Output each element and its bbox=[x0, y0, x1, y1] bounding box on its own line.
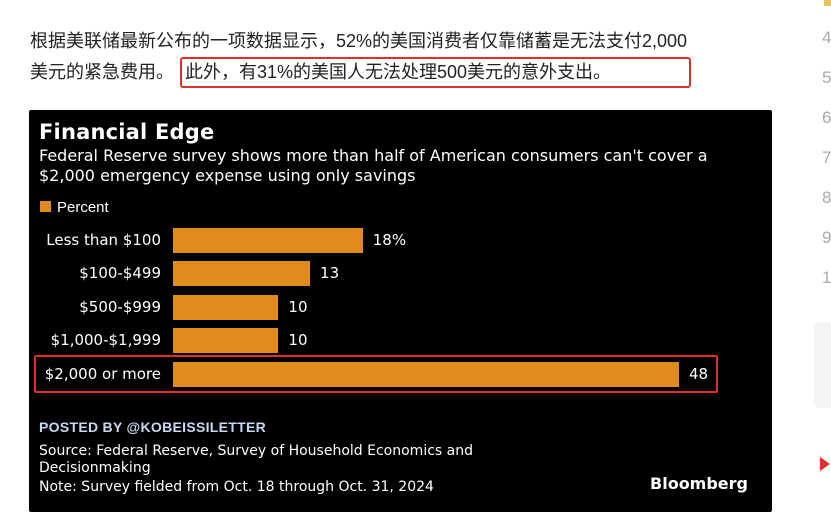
bar bbox=[173, 294, 279, 320]
highlighted-sentence: 此外，有31%的美国人无法处理500美元的意外支出。 bbox=[180, 57, 692, 88]
category-label: $2,000 or more bbox=[44, 364, 161, 383]
legend-swatch bbox=[40, 201, 51, 212]
article-line-2: 美元的紧急费用。 bbox=[30, 62, 174, 82]
sidebar-number: 6 bbox=[822, 108, 831, 127]
bar bbox=[173, 328, 279, 354]
article-paragraph: 根据美联储最新公布的一项数据显示，52%的美国消费者仅靠储蓄是无法支付2,000… bbox=[30, 26, 770, 88]
sidebar-number: 7 bbox=[822, 148, 831, 167]
sidebar-number: 8 bbox=[822, 188, 831, 207]
category-label: $500-$999 bbox=[79, 297, 161, 316]
chart-title: Financial Edge bbox=[39, 120, 215, 144]
bar bbox=[173, 361, 679, 387]
category-label: Less than $100 bbox=[46, 231, 161, 249]
legend-label: Percent bbox=[57, 199, 109, 216]
posted-by: POSTED BY @KOBEISSILETTER bbox=[39, 419, 267, 435]
sidebar-number: 4 bbox=[822, 28, 831, 47]
sidebar-number: 9 bbox=[822, 228, 831, 247]
bar bbox=[173, 228, 363, 253]
value-label: 48 bbox=[689, 364, 709, 383]
highlighted-row-outline bbox=[34, 355, 718, 393]
bloomberg-logo: Bloomberg bbox=[650, 474, 748, 493]
chart-legend: Percent bbox=[40, 199, 109, 216]
article-line-1: 根据美联储最新公布的一项数据显示，52%的美国消费者仅靠储蓄是无法支付2,000 bbox=[30, 31, 688, 51]
sidebar-number: 5 bbox=[822, 68, 831, 87]
source-text: Source: Federal Reserve, Survey of House… bbox=[39, 443, 473, 476]
note-text: Note: Survey fielded from Oct. 18 throug… bbox=[39, 479, 434, 495]
sidebar-top-mark bbox=[824, 0, 831, 6]
sidebar-number: 10 bbox=[822, 268, 831, 287]
bar bbox=[173, 261, 311, 287]
sidebar-panel bbox=[814, 322, 831, 408]
sidebar-arrow-icon bbox=[820, 457, 830, 471]
value-label: 10 bbox=[288, 297, 308, 316]
chart-subtitle: Federal Reserve survey shows more than h… bbox=[39, 146, 708, 185]
value-label: 10 bbox=[288, 331, 308, 350]
category-label: $1,000-$1,999 bbox=[50, 331, 161, 350]
bloomberg-chart-card: Financial Edge Federal Reserve survey sh… bbox=[29, 110, 772, 512]
value-label: 13 bbox=[320, 264, 340, 283]
category-label: $100-$499 bbox=[79, 264, 161, 283]
value-label: 18% bbox=[372, 231, 407, 249]
